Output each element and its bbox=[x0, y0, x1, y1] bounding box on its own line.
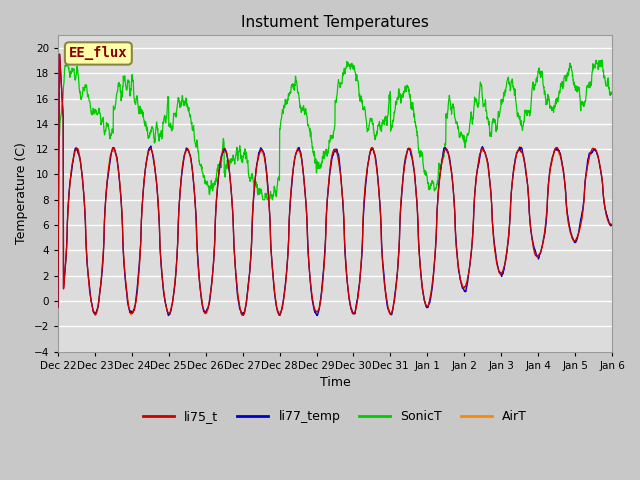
X-axis label: Time: Time bbox=[319, 376, 350, 389]
Legend: li75_t, li77_temp, SonicT, AirT: li75_t, li77_temp, SonicT, AirT bbox=[138, 405, 532, 428]
Y-axis label: Temperature (C): Temperature (C) bbox=[15, 143, 28, 244]
Title: Instument Temperatures: Instument Temperatures bbox=[241, 15, 429, 30]
Text: EE_flux: EE_flux bbox=[69, 47, 127, 60]
